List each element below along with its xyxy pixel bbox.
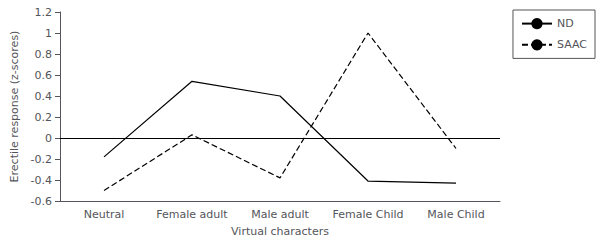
svg-text:Neutral: Neutral [84,208,125,221]
svg-text:Female adult: Female adult [156,208,228,221]
svg-text:0.6: 0.6 [35,69,53,82]
svg-text:Female Child: Female Child [332,208,403,221]
svg-text:1.2: 1.2 [35,6,53,19]
svg-text:0: 0 [45,132,52,145]
svg-text:1: 1 [45,27,52,40]
svg-text:0.2: 0.2 [35,111,53,124]
svg-text:-0.4: -0.4 [31,174,52,187]
svg-text:Male adult: Male adult [251,208,309,221]
svg-text:-0.2: -0.2 [31,153,52,166]
svg-text:SAAC: SAAC [557,38,587,51]
svg-text:-0.6: -0.6 [31,195,52,208]
svg-text:Male Child: Male Child [427,208,484,221]
svg-text:Virtual characters: Virtual characters [231,225,329,238]
svg-text:ND: ND [557,17,574,30]
svg-text:Erectile response (z-scores): Erectile response (z-scores) [8,31,21,183]
svg-text:0.8: 0.8 [35,48,53,61]
svg-text:0.4: 0.4 [35,90,53,103]
